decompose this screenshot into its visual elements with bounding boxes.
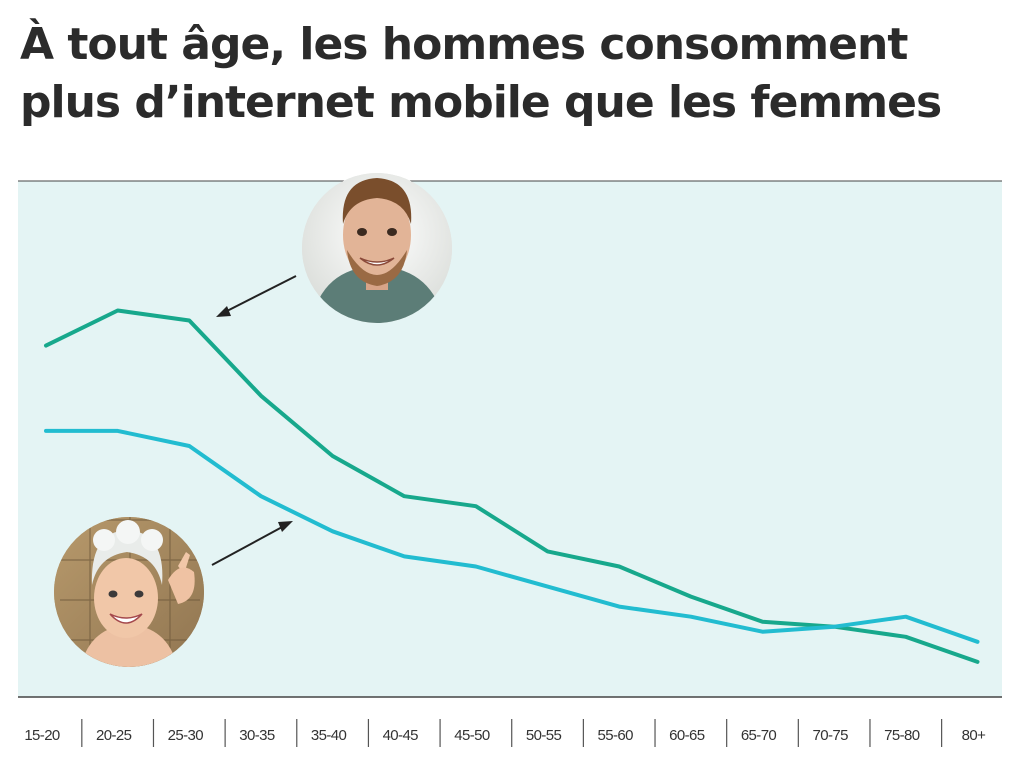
- x-tick-label: 65-70: [741, 727, 777, 744]
- x-tick-label: 80+: [962, 727, 986, 744]
- x-axis-ticks: 15-20 20-25 25-30 30-35 35-40 40-45 45-50 50-55…: [24, 719, 987, 747]
- chart-title-line-2: plus d’internet mobile que les femmes: [20, 77, 942, 128]
- arrow-man: [216, 275, 297, 317]
- chart-title-line-1: À tout âge, les hommes consomment: [20, 19, 908, 70]
- x-tick-label: 15-20: [24, 727, 60, 744]
- x-tick-label: 75-80: [884, 727, 920, 744]
- x-tick-label: 70-75: [812, 727, 848, 744]
- x-tick-label: 45-50: [454, 727, 490, 744]
- series-lines: [44, 308, 980, 664]
- x-tick-label: 35-40: [311, 727, 347, 744]
- series-line-2: [44, 428, 980, 644]
- arrow-woman: [211, 521, 293, 566]
- man-photo-icon: [302, 173, 452, 323]
- x-tick-label: 20-25: [96, 727, 132, 744]
- x-tick-label: 25-30: [168, 727, 204, 744]
- x-tick-label: 55-60: [598, 727, 634, 744]
- x-tick-label: 60-65: [669, 727, 705, 744]
- x-tick-label: 40-45: [383, 727, 419, 744]
- x-tick-label: 30-35: [239, 727, 275, 744]
- x-tick-label: 50-55: [526, 727, 562, 744]
- chart-title: À tout âge, les hommes consomment plus d…: [20, 16, 1010, 132]
- woman-photo-icon: [54, 517, 204, 667]
